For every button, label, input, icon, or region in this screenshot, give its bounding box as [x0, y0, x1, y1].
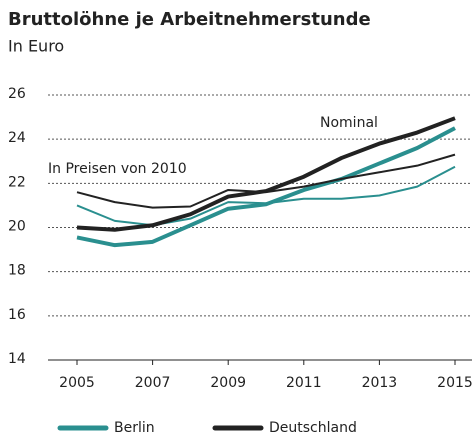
y-tick-label: 16 [8, 307, 26, 323]
y-tick-label: 14 [8, 351, 26, 367]
x-tick-label: 2009 [210, 375, 246, 391]
y-tick-label: 20 [8, 219, 26, 235]
line-nominal [76, 116, 456, 232]
x-tick-label: 2007 [135, 375, 171, 391]
legend-label: Deutschland [269, 420, 357, 436]
line-nominal [76, 126, 456, 248]
y-tick-label: 24 [8, 130, 26, 146]
x-tick-label: 2011 [286, 375, 322, 391]
x-tick-label: 2013 [362, 375, 398, 391]
y-tick-label: 26 [8, 86, 26, 102]
legend-label: Berlin [114, 420, 155, 436]
x-tick-label: 2005 [59, 375, 95, 391]
annotation: In Preisen von 2010 [48, 161, 187, 177]
y-tick-label: 18 [8, 263, 26, 279]
x-tick-label: 2015 [437, 375, 473, 391]
annotation: Nominal [320, 115, 378, 131]
chart-title: Bruttolöhne je Arbeitnehmerstunde [8, 9, 371, 30]
chart-subtitle: In Euro [8, 37, 64, 56]
y-tick-label: 22 [8, 174, 26, 190]
